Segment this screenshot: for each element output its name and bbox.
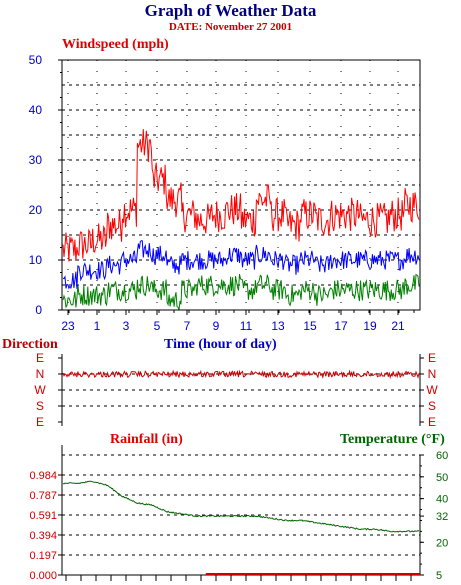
direction-ytick-label-right: S xyxy=(428,399,436,413)
windspeed-xtick-label: 17 xyxy=(334,319,348,333)
windspeed-min-line xyxy=(62,273,420,311)
direction-ytick-label-right: N xyxy=(428,367,437,381)
temp-ytick-label: 32 xyxy=(436,511,448,523)
page-date: DATE: November 27 2001 xyxy=(168,21,293,33)
windspeed-xtick-label: 15 xyxy=(303,319,317,333)
rain-ytick-label: 0.984 xyxy=(29,470,57,482)
temp-ytick-label: 5 xyxy=(436,570,442,582)
direction-ytick-label-left: E xyxy=(36,415,44,429)
windspeed-ytick-label: 20 xyxy=(29,203,43,217)
direction-ytick-label-right: E xyxy=(428,415,436,429)
temperature-axis-label: Temperature (°F) xyxy=(340,432,445,447)
time-axis-label: Time (hour of day) xyxy=(164,337,277,352)
direction-ytick-label-left: W xyxy=(34,383,46,397)
windspeed-ytick-label: 10 xyxy=(29,253,43,267)
rainfall-axis-label: Rainfall (in) xyxy=(110,432,183,447)
windspeed-xtick-label: 13 xyxy=(271,319,285,333)
windspeed-xtick-label: 23 xyxy=(61,319,75,333)
rain-ytick-label: 0.000 xyxy=(29,570,57,582)
windspeed-xtick-label: 7 xyxy=(184,319,191,333)
windspeed-xtick-label: 1 xyxy=(94,319,101,333)
direction-ytick-label-left: N xyxy=(36,367,45,381)
page-title: Graph of Weather Data xyxy=(144,1,317,20)
windspeed-plot-frame xyxy=(61,59,421,311)
rain-ytick-label: 0.197 xyxy=(29,550,57,562)
windspeed-ytick-label: 0 xyxy=(35,303,42,317)
direction-ytick-label-right: E xyxy=(428,351,436,365)
windspeed-xtick-label: 11 xyxy=(240,319,253,333)
direction-ytick-label-right: W xyxy=(426,383,438,397)
windspeed-xtick-label: 19 xyxy=(363,319,377,333)
temp-ytick-label: 20 xyxy=(436,537,448,549)
windspeed-ytick-label: 40 xyxy=(29,103,43,117)
rain-ytick-label: 0.591 xyxy=(29,510,57,522)
windspeed-ytick-label: 50 xyxy=(29,53,43,67)
rain-ytick-label: 0.394 xyxy=(29,530,57,542)
temperature-line xyxy=(62,480,420,533)
direction-line xyxy=(62,369,420,380)
direction-axis-label: Direction xyxy=(2,337,58,352)
windspeed-xtick-label: 5 xyxy=(154,319,161,333)
windspeed-xtick-label: 21 xyxy=(391,319,405,333)
temp-ytick-label: 40 xyxy=(436,494,448,506)
windspeed-xtick-label: 3 xyxy=(123,319,130,333)
direction-ytick-label-left: S xyxy=(36,399,44,413)
windspeed-avg-line xyxy=(62,240,420,290)
temp-ytick-label: 50 xyxy=(436,472,448,484)
windspeed-xtick-label: 9 xyxy=(213,319,220,333)
direction-ytick-label-left: E xyxy=(36,351,44,365)
temp-ytick-label: 60 xyxy=(436,450,448,462)
windspeed-axis-label: Windspeed (mph) xyxy=(62,37,169,52)
windspeed-ytick-label: 30 xyxy=(29,153,43,167)
rain-ytick-label: 0.787 xyxy=(29,490,57,502)
windspeed-max-line xyxy=(62,129,420,262)
